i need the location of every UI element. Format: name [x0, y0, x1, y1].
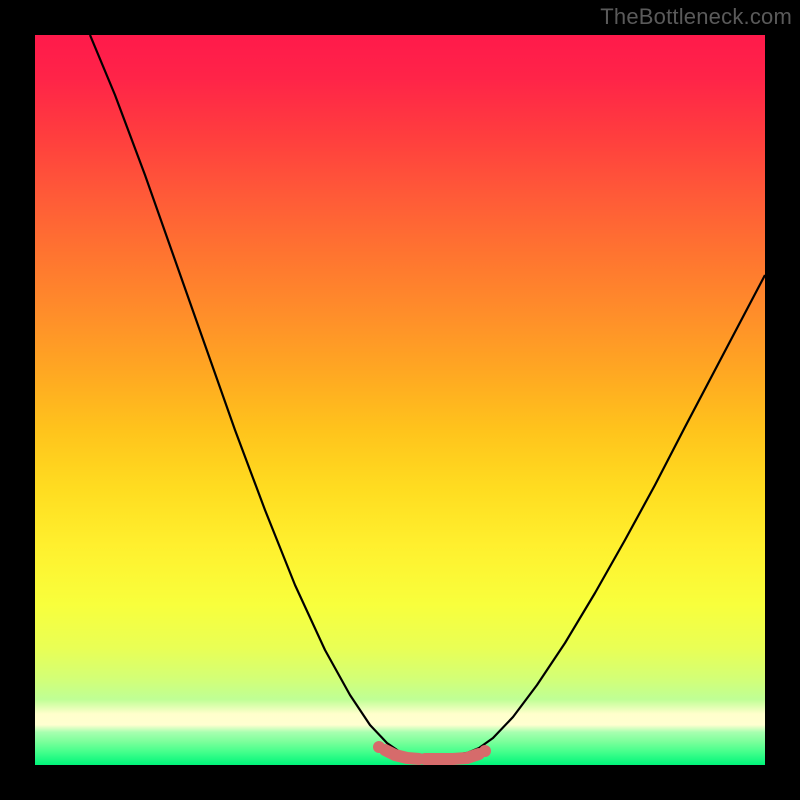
plot-area — [35, 35, 765, 765]
chart-canvas: TheBottleneck.com — [0, 0, 800, 800]
chart-svg — [35, 35, 765, 765]
watermark-text: TheBottleneck.com — [600, 4, 792, 30]
